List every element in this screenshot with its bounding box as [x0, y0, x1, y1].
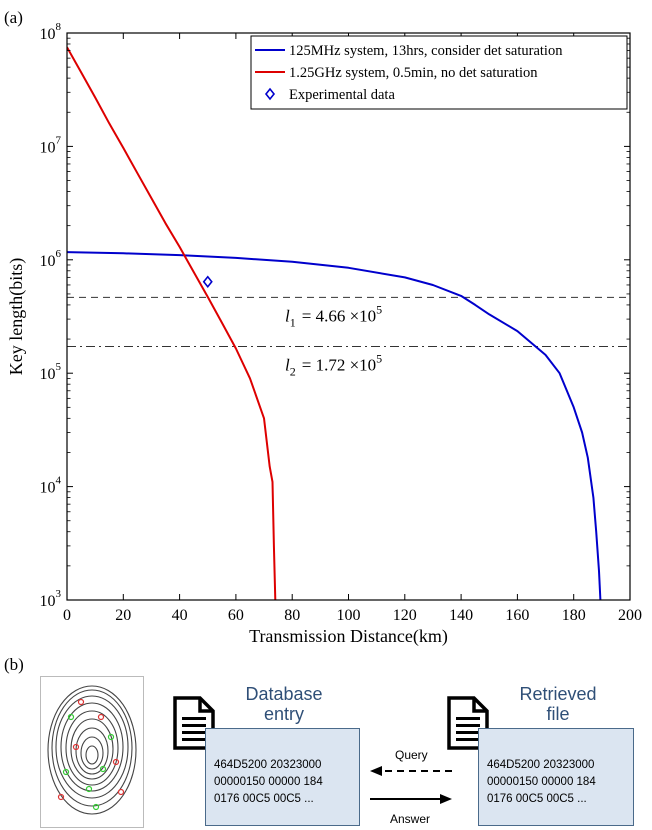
series-line-1 [67, 46, 277, 600]
x-tick-label: 80 [284, 607, 300, 624]
query-label: Query [395, 748, 428, 762]
x-tick-label: 0 [63, 607, 71, 624]
answer-label: Answer [390, 812, 431, 826]
retrieved-file-box: 464D5200 20323000 00000150 00000 184 017… [478, 728, 634, 826]
chart-svg: l1 = 4.66 ×105 l2 = 1.72 ×105 0 20 40 60 80 100 12… [6, 21, 642, 647]
reference-label-l1: l1 = 4.66 ×105 [285, 302, 382, 329]
reference-label-l2: l2 = 1.72 ×105 [285, 351, 382, 378]
legend-entry: 125MHz system, 13hrs, consider det satur… [289, 43, 563, 59]
key-length-chart: l1 = 4.66 ×105 l2 = 1.72 ×105 0 20 40 60 80 100 12… [6, 21, 642, 647]
experimental-point-0 [202, 275, 213, 289]
database-entry-box: 464D5200 20323000 00000150 00000 184 017… [205, 728, 360, 826]
database-line-2: 00000150 00000 184 [214, 776, 323, 788]
retrieved-title: Retrieved file [519, 684, 597, 724]
x-tick-label: 160 [505, 607, 529, 624]
x-tick-label: 100 [337, 607, 361, 624]
y-tick-label: 103 [40, 588, 62, 610]
series-line-0 [67, 251, 602, 600]
database-title: Database entry [245, 684, 323, 724]
x-tick-label: 120 [393, 607, 417, 624]
legend-entry: Experimental data [289, 87, 395, 103]
panel-a-label: (a) [4, 8, 23, 27]
y-tick-label: 106 [40, 248, 62, 270]
y-tick-label: 107 [40, 134, 62, 156]
retrieved-document-icon [446, 695, 490, 756]
y-tick-label: 108 [40, 21, 62, 43]
query-arrow-icon [370, 766, 452, 776]
x-tick-label: 40 [172, 607, 188, 624]
database-line-1: 464D5200 20323000 [214, 759, 322, 771]
retrieved-line-2: 00000150 00000 184 [487, 776, 596, 788]
legend-entry: 1.25GHz system, 0.5min, no det saturatio… [289, 65, 538, 81]
y-tick-label: 105 [40, 361, 62, 383]
x-tick-label: 140 [449, 607, 473, 624]
database-line-3: 0176 00C5 00C5 ... [214, 793, 314, 805]
x-tick-label: 200 [618, 607, 642, 624]
y-tick-label: 104 [40, 475, 62, 497]
panel-b-label: (b) [4, 655, 24, 674]
fingerprint-image [40, 676, 144, 828]
x-tick-label: 180 [562, 607, 586, 624]
x-axis-label: Transmission Distance(km) [249, 626, 448, 647]
answer-arrow-icon [370, 794, 452, 804]
x-tick-label: 20 [115, 607, 131, 624]
x-tick-label: 60 [228, 607, 244, 624]
y-axis-label: Key length(bits) [6, 258, 27, 375]
retrieved-line-1: 464D5200 20323000 [487, 759, 595, 771]
legend-swatch [264, 87, 276, 101]
retrieved-line-3: 0176 00C5 00C5 ... [487, 793, 587, 805]
legend-box [250, 35, 628, 110]
